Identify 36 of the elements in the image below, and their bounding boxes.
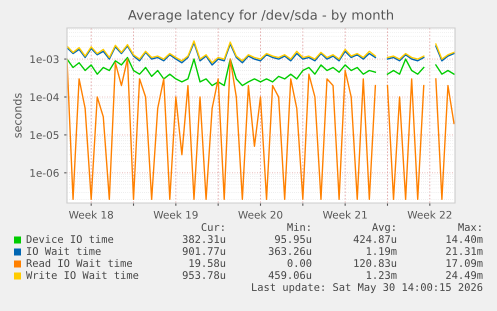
text: Max: — [458, 223, 480, 232]
legend-label: Write IO Wait time — [26, 270, 138, 280]
chart-title: Average latency for /dev/sda - by month — [128, 10, 394, 22]
text: 120.83u — [354, 259, 396, 268]
y-axis-title: seconds — [13, 93, 22, 138]
x-tick-label: Week 21 — [322, 210, 367, 219]
text: 14.40m — [446, 235, 483, 244]
text: 17.09m — [446, 259, 483, 268]
x-tick-label: Week 18 — [68, 210, 114, 219]
text: 21.31m — [446, 247, 483, 256]
text: 0.00 — [288, 259, 312, 268]
x-tick-label: Week 20 — [238, 210, 282, 219]
legend-label: Read IO Wait time — [26, 258, 132, 268]
y-tick-label: 1e-06 — [30, 169, 59, 177]
text: Cur: — [202, 223, 224, 232]
text: Last update: Sat May 30 14:00:15 2026 — [252, 282, 482, 294]
text: 953.78u — [182, 271, 226, 280]
y-tick-label: 1e-05 — [30, 131, 58, 140]
text: 459.06u — [268, 271, 312, 280]
text: 382.31u — [182, 235, 226, 244]
text: 363.26u — [268, 247, 312, 256]
y-tick-label: 1e-03 — [30, 55, 59, 64]
text: 424.87u — [354, 235, 396, 244]
text: 19.58u — [190, 259, 226, 268]
legend-label: IO Wait time — [27, 246, 101, 256]
text: Avg: — [372, 223, 394, 234]
text: 24.49m — [446, 271, 483, 280]
y-tick-label: 1e-04 — [30, 93, 59, 102]
x-tick-label: Week 19 — [154, 210, 198, 219]
text: Min: — [287, 222, 310, 231]
text: 1.23m — [366, 271, 397, 280]
x-tick-label: Week 22 — [408, 210, 452, 219]
text: 1.19m — [366, 247, 397, 256]
text: 95.95u — [275, 235, 312, 244]
text: 901.77u — [182, 247, 226, 256]
legend-label: Device IO time — [26, 234, 114, 244]
